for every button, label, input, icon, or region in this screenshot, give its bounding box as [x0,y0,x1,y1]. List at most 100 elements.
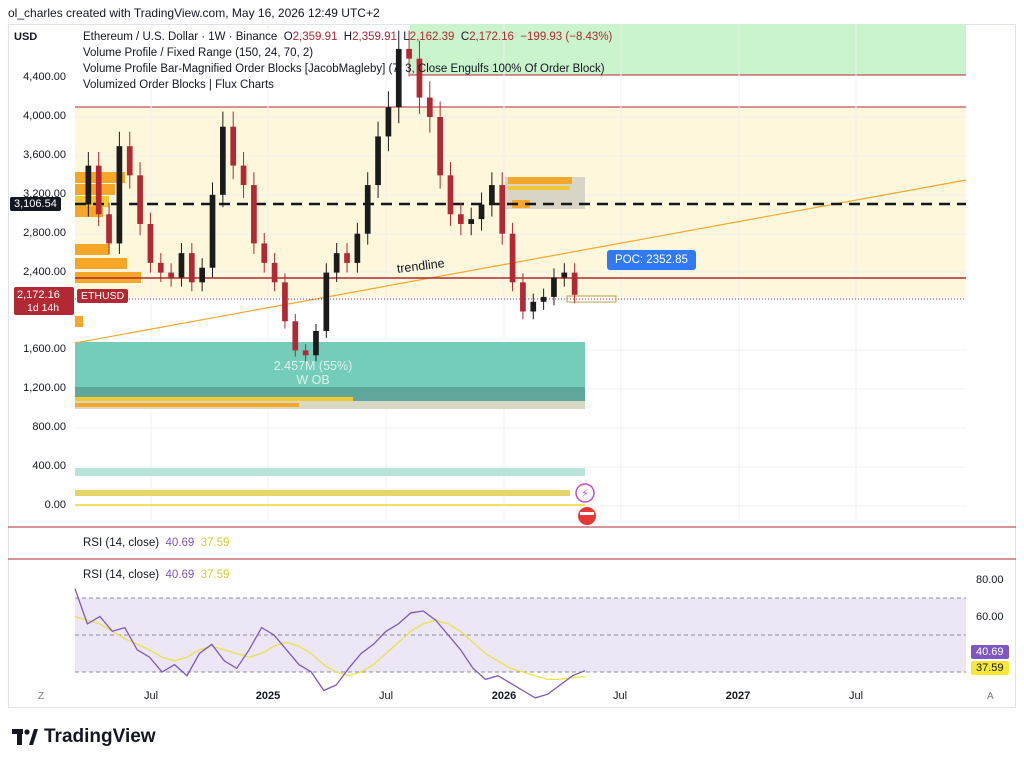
last-price-tag: 2,172.16 [17,289,60,301]
indicator-flux-charts[interactable]: Volumized Order Blocks | Flux Charts [83,79,274,91]
flag-icon [578,507,596,525]
y-tick-0: 0.00 [44,499,66,511]
green-zone [410,24,966,75]
volume-profile-bar [75,196,109,207]
candle-body [468,219,475,224]
rsi-ma-line [74,615,586,681]
candle-body [540,296,547,302]
candle-body [168,272,174,278]
auto-scale-button[interactable]: A [987,691,994,702]
y-tick-800: 800.00 [32,421,66,433]
candle-body [489,185,495,205]
order-block-label: 2.457M (55%) W OB [258,359,368,387]
y-tick-2400: 2,400.00 [23,266,66,278]
rsi-name: RSI (14, close) [83,537,160,549]
indicator-volume-profile[interactable]: Volume Profile / Fixed Range (150, 24, 7… [83,47,314,59]
candle-body [178,253,185,278]
candle-body [85,165,92,205]
x-tick-2025: 2025 [255,690,281,702]
candle-body [416,58,423,98]
low-value: 2,162.39 [409,31,455,43]
candle-body [395,48,402,108]
y-tick-1600: 1,600.00 [23,343,66,355]
y-tick-1200: 1,200.00 [23,382,66,394]
chart-caption: ol_charles created with TradingView.com,… [8,6,380,20]
candle-body [344,253,350,263]
flag-stripe [580,512,594,515]
lightning-icon [575,483,595,503]
candle-body [126,146,133,176]
order-block-low-teal [75,468,585,476]
order-block-low-yellow [75,490,570,496]
x-tick-jul-2025: Jul [378,690,394,702]
tradingview-logo[interactable]: TradingView [12,726,156,748]
candle-body [282,282,288,322]
last-price-box [14,287,74,315]
candle-body [561,272,568,278]
close-value: 2,172.16 [469,31,514,43]
symbol-tag: ETHUSD [77,289,129,303]
candle-body [571,272,578,295]
order-block-orange [508,177,572,184]
candle-body [240,165,247,186]
candle-body [437,117,443,176]
candle-body [385,107,392,137]
candle-body [323,272,330,331]
candle-body [499,185,506,234]
rsi-value: 40.69 [165,537,195,549]
candle-body [230,126,237,166]
y-tick-4400: 4,400.00 [23,71,66,83]
lightning-glyph: ⚡ [581,487,589,500]
candle-body [530,301,537,312]
brand-name: TradingView [44,726,156,747]
rsi-ma-value-2: 37.59 [200,569,230,581]
candles [85,30,578,362]
candle-body [478,204,485,220]
x-tick-2026: 2026 [491,690,517,702]
candle-body [271,262,278,283]
volume-profile-bar [75,258,127,269]
currency-label[interactable]: USD [14,31,38,43]
y-tick-400: 400.00 [32,460,66,472]
order-block-yellow-1 [75,397,353,401]
y-tick-2800: 2,800.00 [23,227,66,239]
volume-profile-bar [75,244,109,255]
order-block-type: W OB [296,373,330,387]
volume-profile-bar [75,184,115,195]
order-block-orange-2 [508,186,570,190]
high-value: 2,359.91 [352,31,397,43]
candle-body [209,194,216,268]
candle-body [220,126,226,195]
rsi-title-collapsed[interactable]: RSI (14, close) 40.69 37.59 [83,537,229,549]
candle-body [551,277,557,297]
candle-body [313,330,319,356]
x-tick-jul-2024: Jul [143,690,159,702]
y-tick-4000: 4,000.00 [23,110,66,122]
order-block-orange-3 [512,200,530,208]
rsi-tick-60: 60.00 [976,611,1004,623]
rsi-value-tag: 40.69 [971,645,1009,659]
candle-body [116,146,123,244]
symbol-line: Ethereum / U.S. Dollar · 1W · Binance O2… [83,31,613,43]
candle-body [292,321,299,351]
candle-body [95,165,102,215]
candle-body [147,223,154,263]
level-price-tag: 3,106.54 [10,197,61,211]
zoom-z-button[interactable]: Z [38,691,45,702]
candle-body [106,214,112,244]
indicator-order-blocks[interactable]: Volume Profile Bar-Magnified Order Block… [83,63,605,75]
poc-label: POC: 2352.85 [607,250,696,270]
candle-body [251,185,257,244]
order-block-teal [75,342,585,387]
order-block-base [75,401,585,409]
order-block-volume: 2.457M (55%) [273,359,353,373]
countdown-tag: 1d 14h [27,302,60,314]
rsi-title[interactable]: RSI (14, close) 40.69 37.59 [83,569,229,581]
candle-body [137,175,143,224]
candle-body [333,253,340,273]
x-tick-jul-2026: Jul [612,690,628,702]
rsi-line [74,588,586,699]
candle-body [364,185,371,234]
candle-body [354,233,361,263]
